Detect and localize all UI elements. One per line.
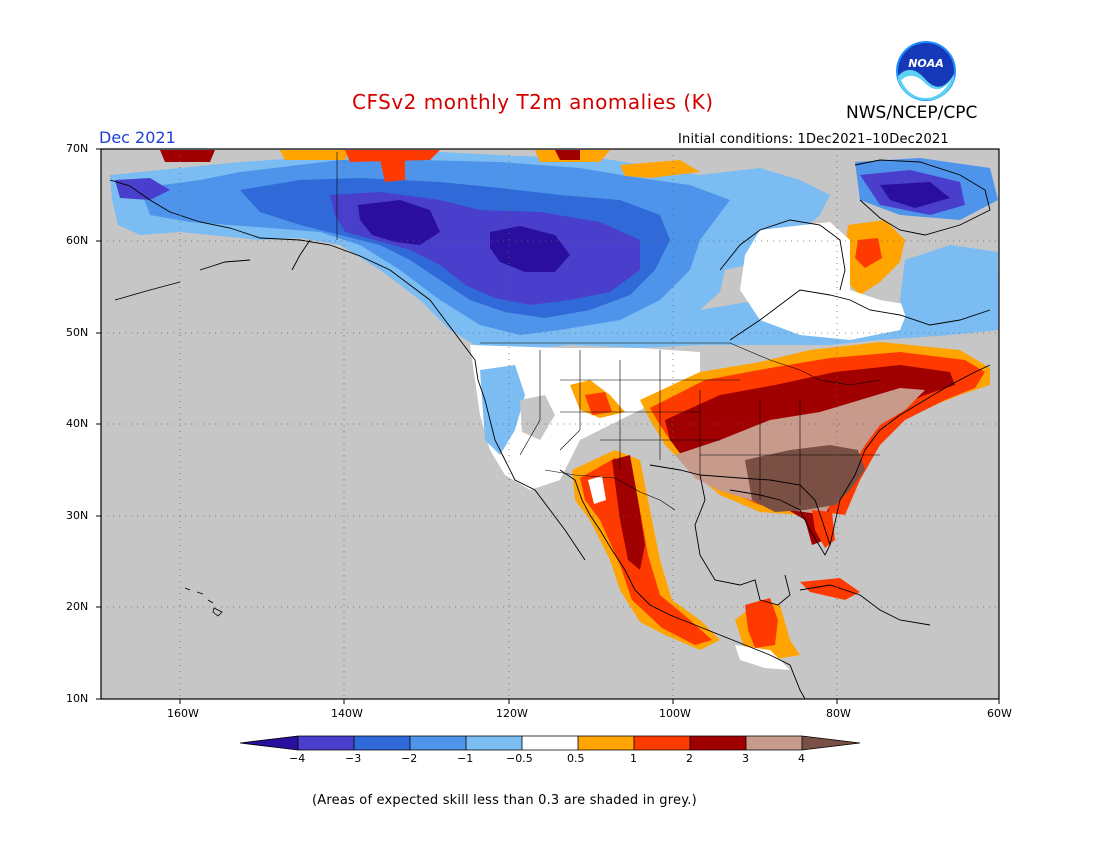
anomaly-arctic-red-3 (555, 150, 580, 160)
colorbar-label-neg3: −3 (345, 752, 362, 765)
colorbar-swatch-1-2 (634, 736, 690, 750)
tick-marks (96, 148, 1000, 704)
anomaly-deep-violet-1 (358, 200, 440, 245)
anomaly-west-blue (480, 365, 525, 455)
anomaly-east-brown (745, 445, 865, 512)
anomaly-quebec-white (740, 222, 910, 340)
anomaly-alaska-west (115, 178, 170, 200)
anomaly-florida-red (812, 510, 835, 548)
anomaly-mex-white-hole (588, 476, 606, 504)
colorbar-label-neg4: −4 (289, 752, 306, 765)
agency-label: NWS/NCEP/CPC (846, 103, 978, 123)
anomaly-arctic-orange-1 (280, 150, 350, 160)
coastlines (109, 159, 991, 700)
anomaly-greenland-deep (880, 182, 950, 208)
footnote: (Areas of expected skill less than 0.3 a… (312, 793, 697, 808)
lat-label-70n: 70N (66, 142, 89, 155)
noaa-logo: NOAA (896, 41, 956, 101)
anomaly-east-pale-blue (900, 245, 998, 330)
anomaly-labrador-red (855, 238, 882, 268)
colorbar-label-05: 0.5 (567, 752, 585, 765)
anomaly-cam-white (735, 645, 790, 670)
colorbar-label-neg2: −2 (401, 752, 418, 765)
lat-label-40n: 40N (66, 417, 89, 430)
colorbar-swatch-2-3 (690, 736, 746, 750)
colorbar-label-neg05: −0.5 (506, 752, 533, 765)
colorbar-swatch-4-3 (298, 736, 354, 750)
colorbar-swatch-3-2 (354, 736, 410, 750)
lon-label-160w: 160W (167, 707, 199, 720)
lat-label-60n: 60N (66, 234, 89, 247)
colorbar-swatch-1-05 (466, 736, 522, 750)
lat-label-30n: 30N (66, 509, 89, 522)
colorbar (240, 735, 861, 751)
colorbar-label-2: 2 (686, 752, 693, 765)
colorbar-label-neg1: −1 (457, 752, 474, 765)
lon-label-60w: 60W (987, 707, 1012, 720)
lat-label-50n: 50N (66, 326, 89, 339)
anomaly-mex-darkred (612, 455, 645, 570)
colorbar-swatch-2-1 (410, 736, 466, 750)
colorbar-swatch-3-4 (746, 736, 802, 750)
hawaii-islands (184, 587, 223, 617)
anomaly-arctic-orange-3 (620, 160, 700, 178)
lat-label-20n: 20N (66, 600, 89, 613)
lon-label-140w: 140W (331, 707, 363, 720)
lon-label-100w: 100W (659, 707, 691, 720)
colorbar-label-3: 3 (742, 752, 749, 765)
colorbar-label-1: 1 (630, 752, 637, 765)
colorbar-swatch-lt-4 (240, 736, 298, 750)
chart-title: CFSv2 monthly T2m anomalies (K) (352, 90, 714, 114)
anomaly-arctic-red-1 (160, 150, 215, 162)
lon-label-120w: 120W (496, 707, 528, 720)
logo-text: NOAA (908, 57, 944, 70)
anomaly-arctic-red-2 (345, 150, 440, 162)
initial-conditions-label: Initial conditions: 1Dec2021–10Dec2021 (678, 132, 949, 147)
colorbar-label-4: 4 (798, 752, 805, 765)
anomaly-west-white (470, 345, 700, 490)
valid-month-label: Dec 2021 (99, 128, 176, 147)
anomaly-arctic-red-4 (380, 158, 405, 182)
anomaly-cam-red (745, 598, 778, 648)
lat-label-10n: 10N (66, 692, 89, 705)
lon-label-80w: 80W (826, 707, 851, 720)
anomaly-west-red (585, 392, 612, 415)
anomaly-deep-violet-2 (490, 226, 570, 272)
anomaly-cuba-red (800, 578, 860, 600)
anomaly-west-grey (520, 395, 555, 440)
colorbar-swatch-neutral (522, 736, 578, 750)
colorbar-swatch-05-1 (578, 736, 634, 750)
colorbar-swatch-gt-4 (802, 736, 860, 750)
political-borders (336, 152, 881, 511)
anomaly-mex-red (580, 458, 712, 645)
